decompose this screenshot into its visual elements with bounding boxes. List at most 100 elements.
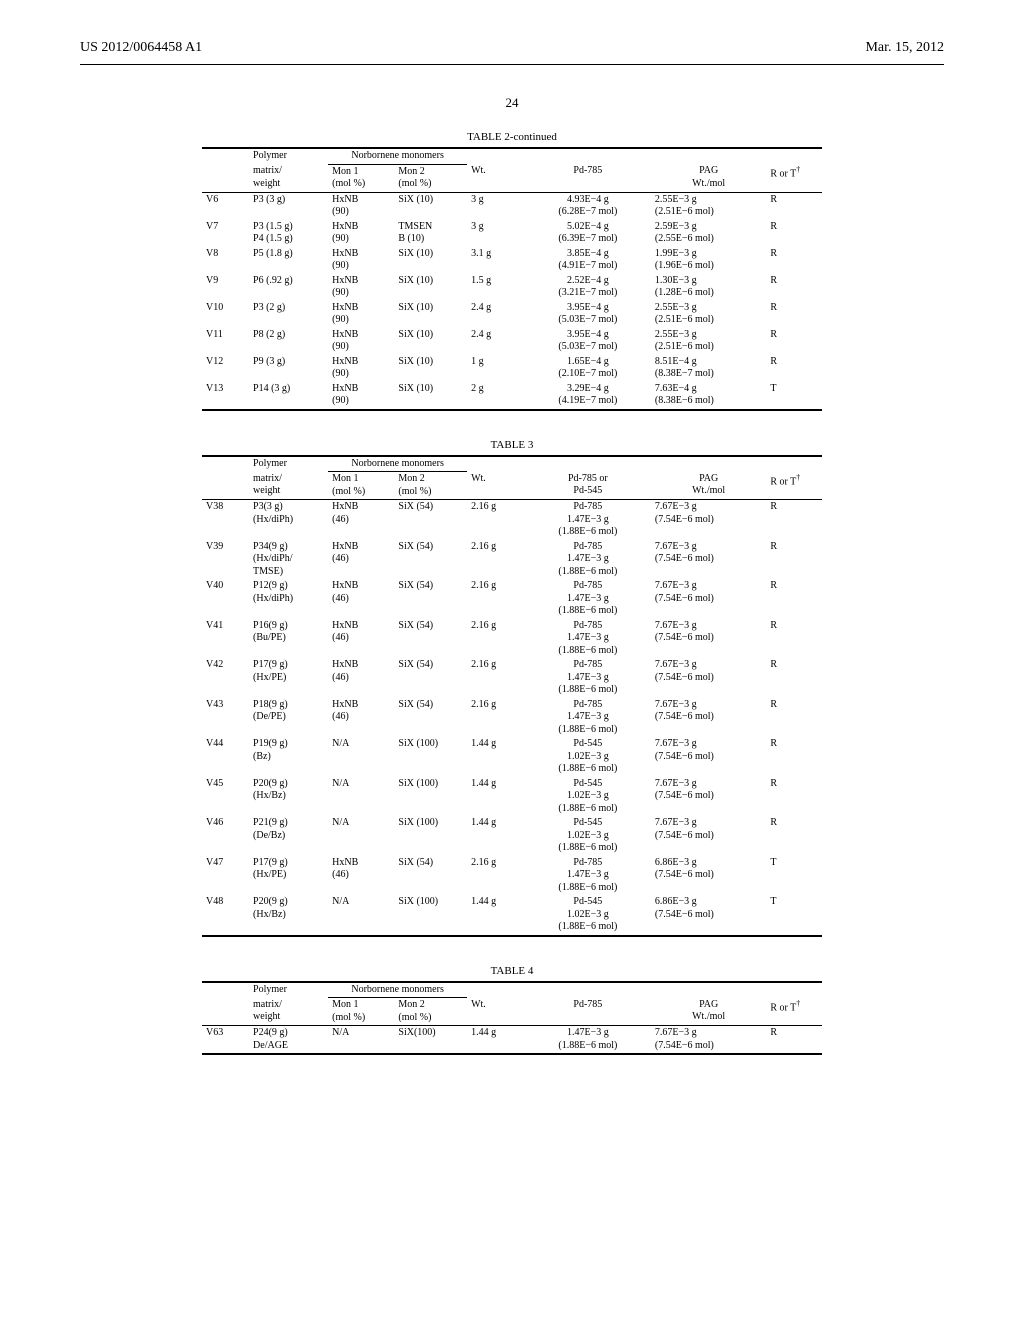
table-row: V41P16(9 g)(Bu/PE)HxNB(46)SiX (54)2.16 g…	[202, 619, 822, 659]
cell-mon1: HxNB(90)	[328, 192, 394, 220]
cell-id: V43	[202, 698, 249, 738]
cell-mon2: SiX (54)	[394, 540, 467, 580]
cell-mon1: HxNB(90)	[328, 382, 394, 410]
cell-mon2: TMSENB (10)	[394, 220, 467, 247]
cell-pag: 7.63E−4 g(8.38E−6 mol)	[651, 382, 766, 410]
cell-mon2: SiX (54)	[394, 698, 467, 738]
cell-rt: R	[766, 301, 822, 328]
cell-pd: Pd-5451.02E−3 g(1.88E−6 mol)	[525, 777, 651, 817]
page-number: 24	[80, 95, 944, 111]
cell-polymer: P18(9 g)(De/PE)	[249, 698, 328, 738]
cell-pag: 7.67E−3 g(7.54E−6 mol)	[651, 540, 766, 580]
col-header-mon1: Mon 1(mol %)	[328, 472, 394, 500]
table-row: V12P9 (3 g)HxNB(90)SiX (10)1 g1.65E−4 g(…	[202, 355, 822, 382]
cell-pag: 1.99E−3 g(1.96E−6 mol)	[651, 247, 766, 274]
cell-pd: Pd-5451.02E−3 g(1.88E−6 mol)	[525, 737, 651, 777]
cell-polymer: P3(3 g)(Hx/diPh)	[249, 500, 328, 540]
cell-mon2: SiX (10)	[394, 192, 467, 220]
col-header-wt: Wt.	[467, 998, 525, 1026]
cell-wt: 2.16 g	[467, 500, 525, 540]
cell-rt: R	[766, 220, 822, 247]
cell-id: V7	[202, 220, 249, 247]
cell-wt: 3.1 g	[467, 247, 525, 274]
cell-rt: R	[766, 777, 822, 817]
cell-mon2: SiX (100)	[394, 777, 467, 817]
cell-id: V13	[202, 382, 249, 410]
cell-polymer: P3 (3 g)	[249, 192, 328, 220]
publication-date: Mar. 15, 2012	[865, 40, 944, 56]
cell-id: V10	[202, 301, 249, 328]
col-header-pag: PAGWt./mol	[651, 164, 766, 192]
cell-mon1: N/A	[328, 737, 394, 777]
cell-rt: R	[766, 698, 822, 738]
cell-polymer: P3 (2 g)	[249, 301, 328, 328]
data-table: TABLE 4PolymerNorbornene monomersmatrix/…	[202, 965, 822, 1056]
tables-container: TABLE 2-continuedPolymerNorbornene monom…	[80, 131, 944, 1055]
table-row: V40P12(9 g)(Hx/diPh)HxNB(46)SiX (54)2.16…	[202, 579, 822, 619]
col-header-mon2: Mon 2(mol %)	[394, 164, 467, 192]
cell-mon2: SiX (10)	[394, 247, 467, 274]
cell-rt: R	[766, 192, 822, 220]
col-header-rt: R or T†	[766, 998, 822, 1026]
col-header-matrix: matrix/weight	[249, 164, 328, 192]
cell-pd: Pd-7851.47E−3 g(1.88E−6 mol)	[525, 856, 651, 896]
col-header-wt: Wt.	[467, 472, 525, 500]
cell-wt: 2.16 g	[467, 698, 525, 738]
col-header-pd: Pd-785	[525, 164, 651, 192]
cell-mon1: HxNB(46)	[328, 540, 394, 580]
cell-mon1: HxNB(90)	[328, 355, 394, 382]
cell-id: V63	[202, 1026, 249, 1055]
cell-pd: Pd-7851.47E−3 g(1.88E−6 mol)	[525, 698, 651, 738]
cell-polymer: P34(9 g)(Hx/diPh/TMSE)	[249, 540, 328, 580]
col-header-mon1: Mon 1(mol %)	[328, 998, 394, 1026]
cell-pag: 7.67E−3 g(7.54E−6 mol)	[651, 579, 766, 619]
cell-polymer: P19(9 g)(Bz)	[249, 737, 328, 777]
cell-id: V44	[202, 737, 249, 777]
table-row: V48P20(9 g)(Hx/Bz)N/ASiX (100)1.44 gPd-5…	[202, 895, 822, 936]
cell-polymer: P12(9 g)(Hx/diPh)	[249, 579, 328, 619]
group-header-polymer: Polymer	[249, 982, 328, 998]
header-divider	[80, 64, 944, 65]
cell-id: V11	[202, 328, 249, 355]
cell-polymer: P3 (1.5 g)P4 (1.5 g)	[249, 220, 328, 247]
table-row: V10P3 (2 g)HxNB(90)SiX (10)2.4 g3.95E−4 …	[202, 301, 822, 328]
cell-pd: Pd-7851.47E−3 g(1.88E−6 mol)	[525, 619, 651, 659]
cell-pag: 7.67E−3 g(7.54E−6 mol)	[651, 737, 766, 777]
col-header-pd: Pd-785	[525, 998, 651, 1026]
table: PolymerNorbornene monomersmatrix/weightM…	[202, 147, 822, 411]
cell-wt: 1 g	[467, 355, 525, 382]
cell-id: V42	[202, 658, 249, 698]
table-row: V11P8 (2 g)HxNB(90)SiX (10)2.4 g3.95E−4 …	[202, 328, 822, 355]
cell-pag: 7.67E−3 g(7.54E−6 mol)	[651, 698, 766, 738]
col-header-rt: R or T†	[766, 472, 822, 500]
cell-mon2: SiX (10)	[394, 355, 467, 382]
cell-wt: 1.44 g	[467, 895, 525, 936]
cell-mon2: SiX(100)	[394, 1026, 467, 1055]
col-header-mon2: Mon 2(mol %)	[394, 998, 467, 1026]
cell-mon1: HxNB(90)	[328, 247, 394, 274]
col-header-pd: Pd-785 orPd-545	[525, 472, 651, 500]
cell-rt: R	[766, 1026, 822, 1055]
table-title: TABLE 3	[202, 439, 822, 451]
cell-rt: R	[766, 247, 822, 274]
cell-polymer: P17(9 g)(Hx/PE)	[249, 658, 328, 698]
cell-pd: 3.85E−4 g(4.91E−7 mol)	[525, 247, 651, 274]
cell-rt: R	[766, 355, 822, 382]
cell-polymer: P21(9 g)(De/Bz)	[249, 816, 328, 856]
cell-rt: R	[766, 619, 822, 659]
cell-mon1: HxNB(46)	[328, 619, 394, 659]
cell-wt: 3 g	[467, 220, 525, 247]
cell-rt: R	[766, 737, 822, 777]
cell-rt: R	[766, 816, 822, 856]
cell-mon1: HxNB(46)	[328, 698, 394, 738]
cell-mon1: HxNB(90)	[328, 274, 394, 301]
table-row: V38P3(3 g)(Hx/diPh)HxNB(46)SiX (54)2.16 …	[202, 500, 822, 540]
col-header-wt: Wt.	[467, 164, 525, 192]
cell-polymer: P20(9 g)(Hx/Bz)	[249, 777, 328, 817]
cell-polymer: P5 (1.8 g)	[249, 247, 328, 274]
cell-mon1: HxNB(46)	[328, 856, 394, 896]
cell-id: V6	[202, 192, 249, 220]
patent-number: US 2012/0064458 A1	[80, 40, 202, 56]
table-row: V39P34(9 g)(Hx/diPh/TMSE)HxNB(46)SiX (54…	[202, 540, 822, 580]
page-header: US 2012/0064458 A1 Mar. 15, 2012	[80, 40, 944, 56]
